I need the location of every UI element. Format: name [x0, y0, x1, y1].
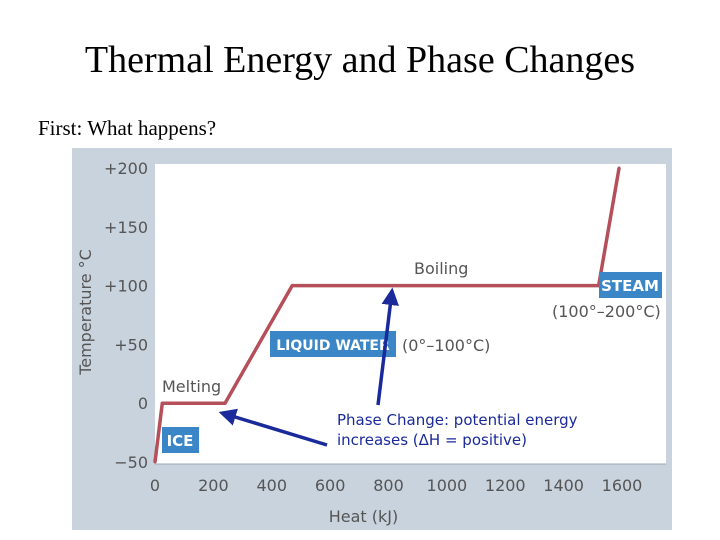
ice-label: ICE — [167, 432, 194, 450]
x-tick-label: 400 — [256, 476, 287, 495]
y-tick-label: +100 — [104, 277, 148, 296]
data-point — [153, 460, 157, 464]
steam-label: STEAM — [601, 277, 659, 295]
heating-curve-chart: −50 0 +50 +100 +150 +200 0 200 400 600 800 1000 1200… — [72, 148, 672, 530]
data-point — [290, 284, 294, 288]
steam-range-label: (100°–200°C) — [552, 302, 661, 321]
y-tick-label: +150 — [104, 218, 148, 237]
y-tick-label: +200 — [104, 159, 148, 178]
slide-subtitle: First: What happens? — [38, 116, 217, 140]
x-axis-title: Heat (kJ) — [329, 507, 399, 526]
x-tick-label: 0 — [150, 476, 160, 495]
y-axis-title: Temperature °C — [76, 249, 95, 376]
x-tick-label: 1600 — [602, 476, 643, 495]
data-point — [223, 401, 227, 405]
boiling-label: Boiling — [414, 259, 468, 278]
liquid-range-label: (0°–100°C) — [402, 336, 490, 355]
x-tick-label: 1000 — [427, 476, 468, 495]
y-tick-label: 0 — [138, 394, 148, 413]
melting-label: Melting — [162, 377, 221, 396]
annotation-line-2: increases (ΔH = positive) — [337, 431, 527, 449]
data-point — [160, 401, 164, 405]
y-tick-label: +50 — [114, 335, 148, 354]
x-tick-label: 600 — [315, 476, 346, 495]
liquid-water-label: LIQUID WATER — [276, 338, 390, 354]
slide-title: Thermal Energy and Phase Changes — [84, 39, 636, 81]
annotation-line-1: Phase Change: potential energy — [337, 411, 578, 429]
annotation-box — [330, 406, 622, 454]
x-tick-label: 1400 — [543, 476, 584, 495]
steam-box — [599, 272, 662, 298]
x-tick-label: 1200 — [485, 476, 526, 495]
x-tick-label: 800 — [373, 476, 404, 495]
liquid-water-box — [270, 331, 396, 357]
x-tick-label: 200 — [198, 476, 229, 495]
melting-arrow — [218, 408, 328, 447]
boiling-arrow — [376, 287, 399, 406]
data-point — [617, 166, 621, 170]
heating-curve-line — [153, 167, 621, 463]
ice-box — [162, 427, 199, 453]
y-tick-label: −50 — [114, 453, 148, 472]
